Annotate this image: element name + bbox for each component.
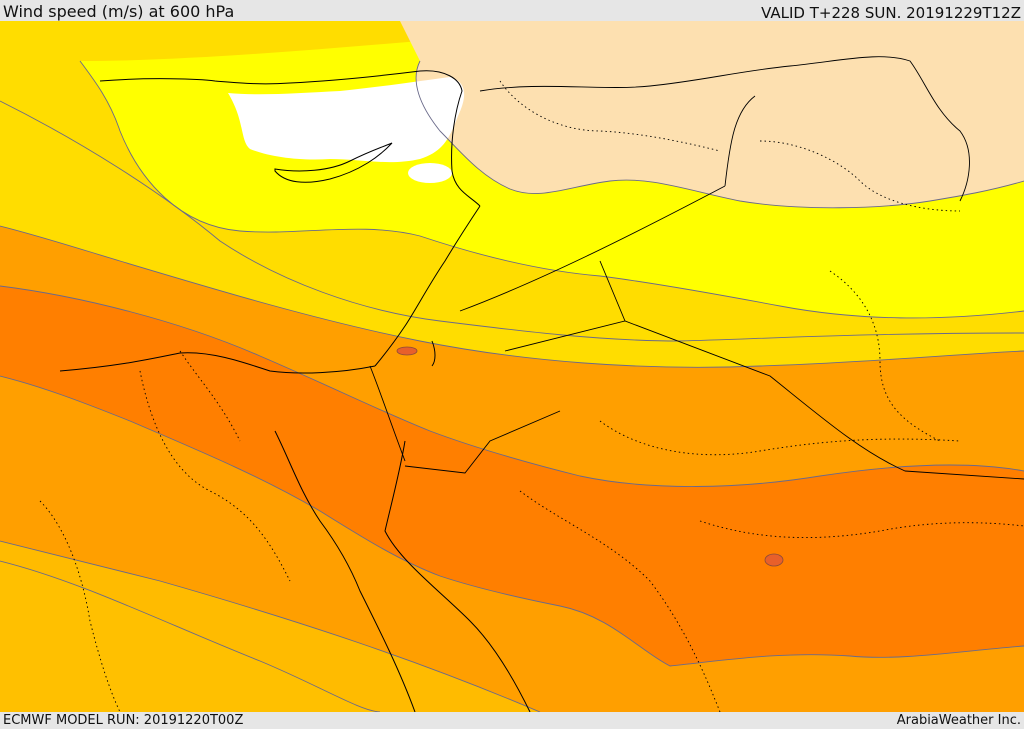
wind-band-minimal [228, 77, 465, 163]
country-borders [369, 56, 1024, 480]
wind-max-cell [764, 553, 784, 567]
map-title: Wind speed (m/s) at 600 hPa [3, 2, 235, 21]
admin-borders [39, 80, 1024, 712]
model-run-label: ECMWF MODEL RUN: 20191220T00Z [3, 713, 244, 728]
wind-band-minimal-patch [408, 163, 452, 183]
wind-band-low-south [0, 561, 380, 712]
header-bar [0, 0, 1024, 21]
contour-lines [0, 60, 1024, 712]
wind-band-strongest [0, 286, 1024, 666]
valid-time-label: VALID T+228 SUN. 20191229T12Z [761, 4, 1021, 22]
map-canvas [0, 21, 1024, 712]
weather-map [0, 21, 1024, 712]
footer-bar [0, 712, 1024, 729]
coastlines [59, 70, 531, 712]
wind-band-calm [400, 21, 1024, 208]
credit-label: ArabiaWeather Inc. [896, 713, 1021, 728]
wind-max-cell-small [396, 346, 418, 356]
